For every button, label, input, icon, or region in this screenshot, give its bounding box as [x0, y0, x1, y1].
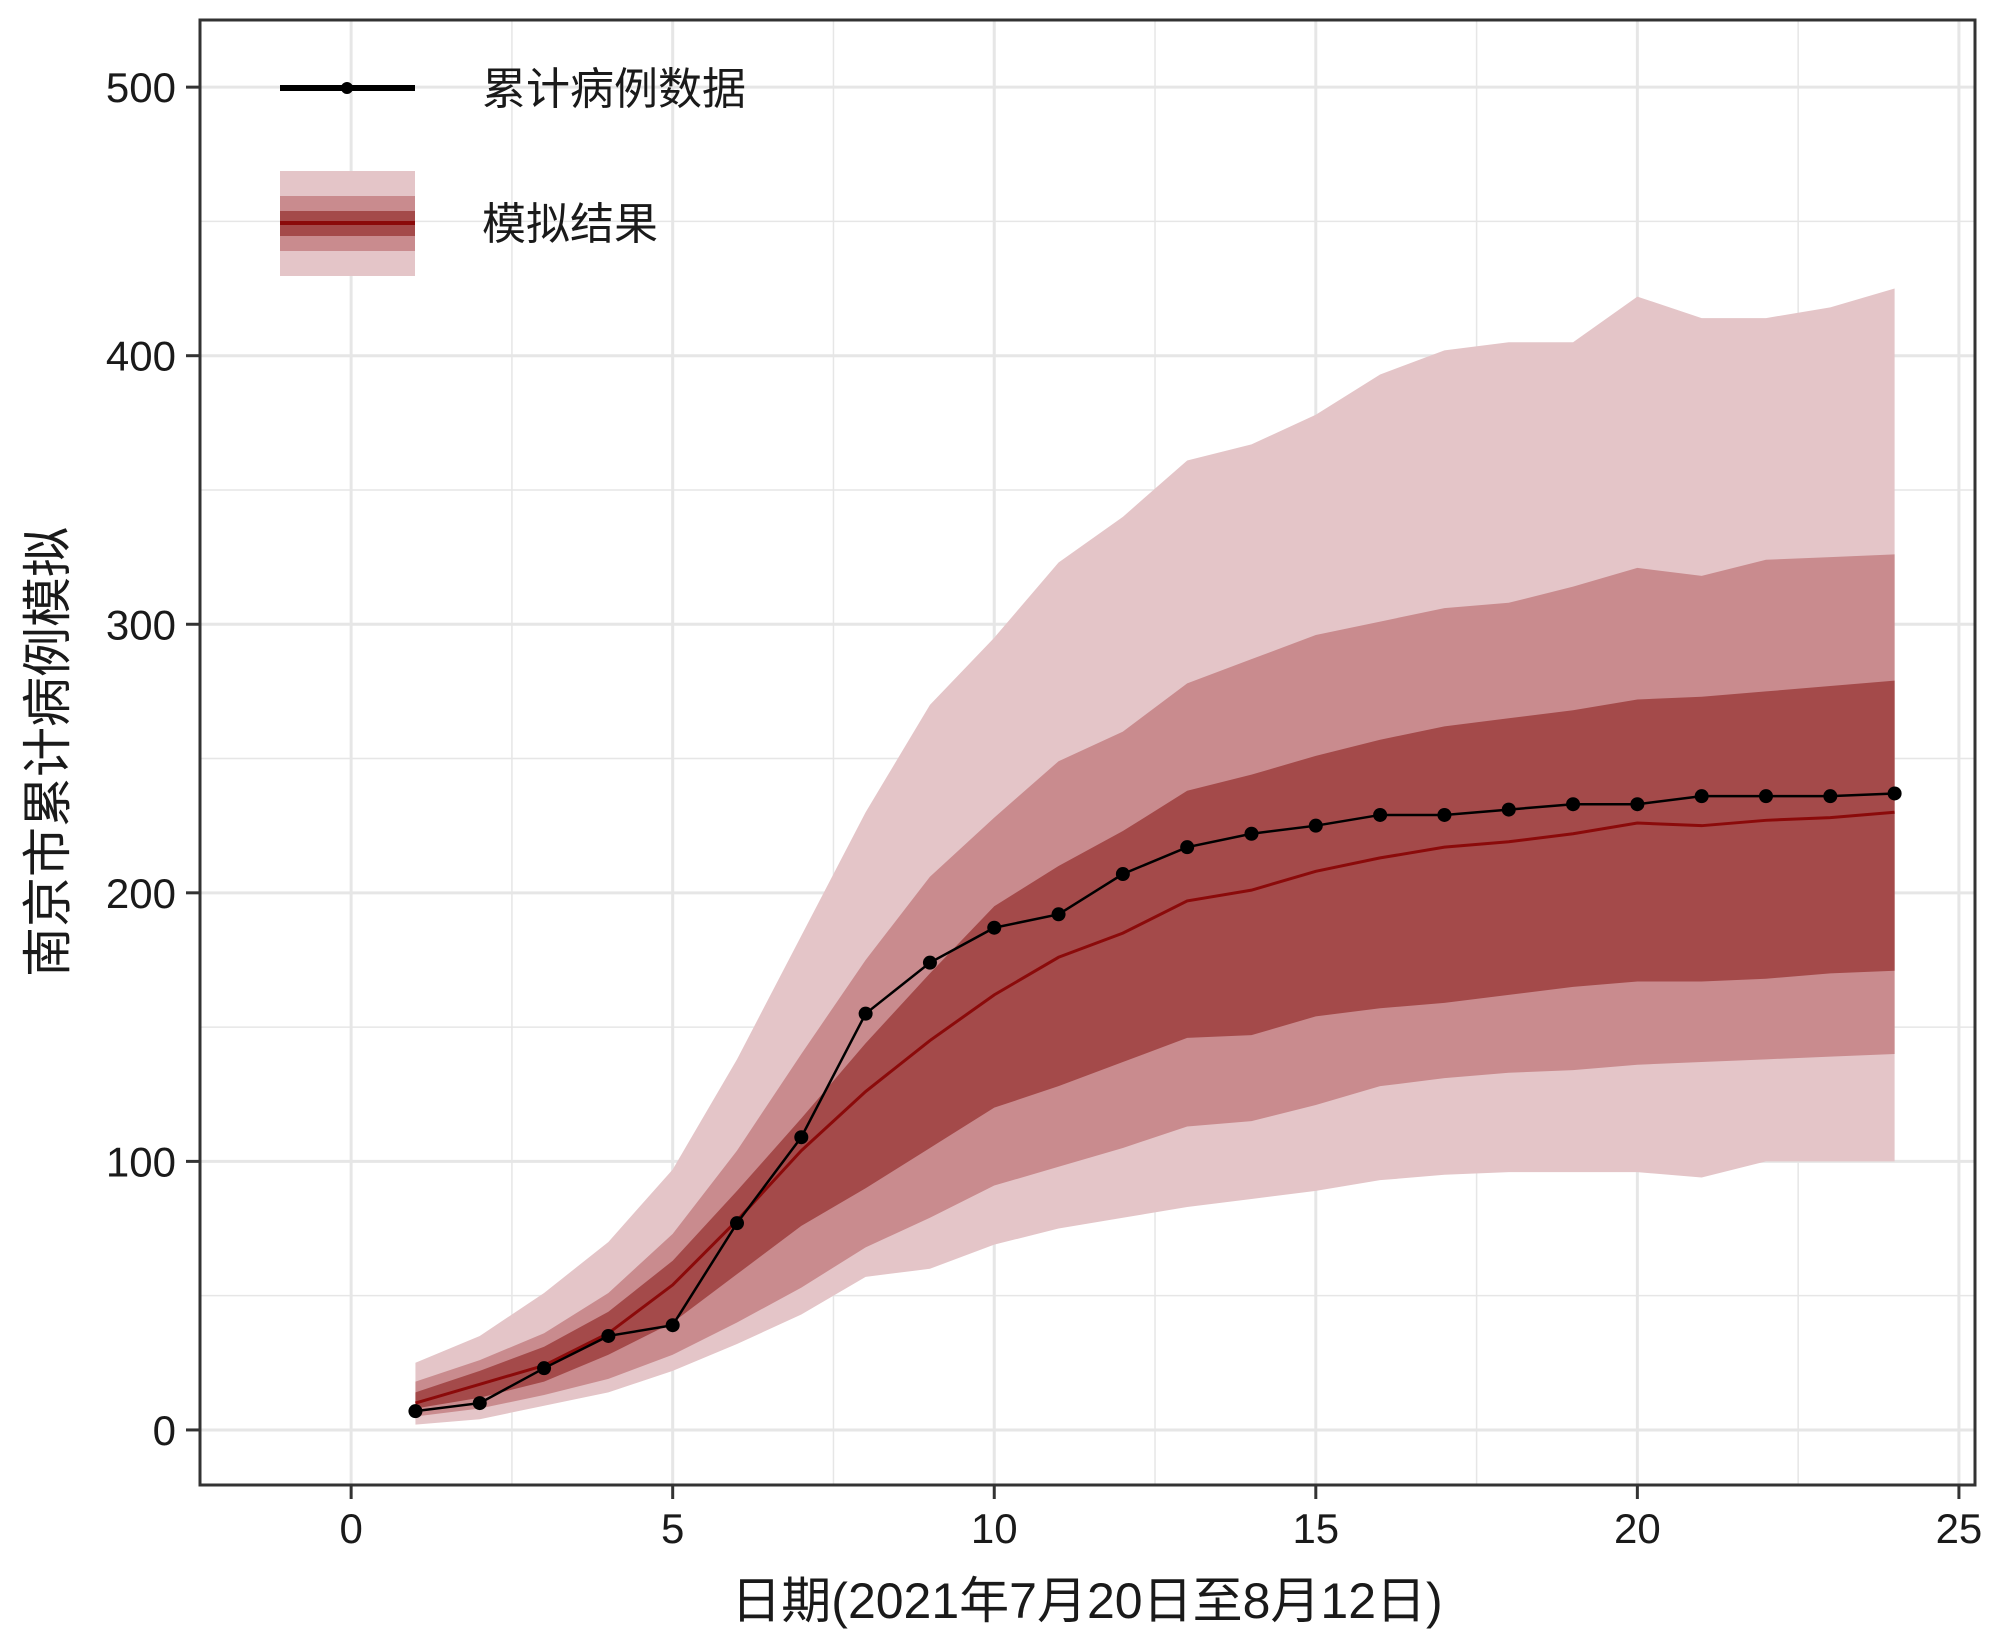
- y-tick-label: 400: [106, 333, 176, 380]
- observed-point: [1501, 802, 1516, 817]
- x-tick-label: 25: [1936, 1505, 1983, 1552]
- band-inner: [415, 680, 1895, 1409]
- y-tick-label: 200: [106, 870, 176, 917]
- x-tick-label: 10: [971, 1505, 1018, 1552]
- x-tick-label: 5: [661, 1505, 684, 1552]
- observed-point: [1694, 789, 1709, 804]
- observed-point: [1758, 789, 1773, 804]
- x-tick-label: 20: [1614, 1505, 1661, 1552]
- legend-observed-label: 累计病例数据: [482, 65, 746, 114]
- observed-point: [537, 1361, 552, 1376]
- y-tick-label: 300: [106, 601, 176, 648]
- observed-point: [601, 1328, 616, 1343]
- simulated-line: [415, 810, 1895, 1405]
- observed-point: [472, 1396, 487, 1411]
- observed-point: [922, 955, 937, 970]
- observed-point: [987, 920, 1002, 935]
- x-tick-label: 0: [339, 1505, 362, 1552]
- x-axis-title: 日期(2021年7月20日至8月12日): [731, 1573, 1442, 1629]
- x-tick-label: 15: [1292, 1505, 1339, 1552]
- observed-point: [1051, 907, 1066, 922]
- legend-simulated-label: 模拟结果: [482, 200, 658, 249]
- plot-frame: [198, 18, 1977, 1487]
- observed-point: [1373, 807, 1388, 822]
- observed-line: [415, 792, 1895, 1413]
- observed-point: [1308, 818, 1323, 833]
- y-tick-label: 0: [153, 1407, 176, 1454]
- y-axis-title: 南京市累计病例模拟: [20, 527, 76, 977]
- observed-point: [858, 1006, 873, 1021]
- observed-point: [1437, 807, 1452, 822]
- observed-point: [1566, 797, 1581, 812]
- y-tick-label: 500: [106, 64, 176, 111]
- observed-point: [408, 1404, 423, 1419]
- observed-point: [1180, 840, 1195, 855]
- legend-observed-point-key: [341, 82, 353, 94]
- simulation-line-layer: [415, 810, 1895, 1405]
- observed-series-layer: [408, 786, 1902, 1419]
- observed-point: [665, 1318, 680, 1333]
- observed-point: [730, 1216, 745, 1231]
- observed-point: [1823, 789, 1838, 804]
- y-tick-label: 100: [106, 1138, 176, 1185]
- legend: 累计病例数据 模拟结果: [280, 65, 746, 276]
- observed-point: [1115, 867, 1130, 882]
- y-axis: 0 100 200 300 400 500: [106, 64, 200, 1454]
- simulation-bands: [415, 288, 1895, 1425]
- observed-point: [794, 1130, 809, 1145]
- observed-point: [1630, 797, 1645, 812]
- observed-point: [1887, 786, 1902, 801]
- x-axis: 0 5 10 15 20 25: [339, 1485, 1982, 1552]
- observed-point: [1244, 826, 1259, 841]
